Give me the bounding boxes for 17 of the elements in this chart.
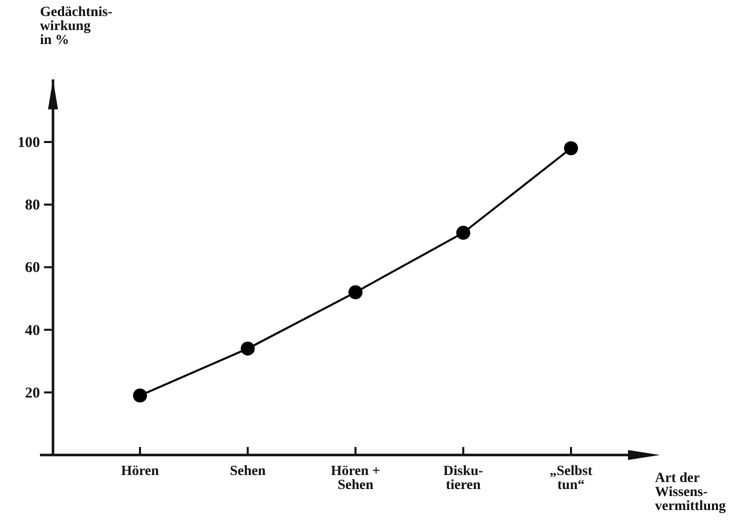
point [133, 388, 147, 403]
point [348, 285, 362, 300]
x-tick-label: Sehen [230, 464, 266, 479]
x-tick-label: „Selbst tun“ [550, 464, 593, 493]
point [564, 141, 578, 156]
x-axis-title: Art der Wissens- vermittlung [655, 471, 726, 514]
y-tick-label: 40 [25, 322, 40, 339]
y-tick-label: 20 [25, 385, 40, 402]
x-tick-label: Hören [121, 464, 160, 479]
y-tick-label: 100 [18, 135, 40, 151]
point [456, 226, 470, 240]
x-tick-label: Disku- tieren [443, 464, 484, 493]
y-tick-label: 80 [25, 198, 40, 214]
point [240, 342, 255, 356]
y-axis-title: Gedächtnis- wirkung in % [40, 5, 113, 48]
y-tick-label: 60 [25, 260, 40, 276]
x-tick-label: Hören + Sehen [330, 464, 380, 493]
